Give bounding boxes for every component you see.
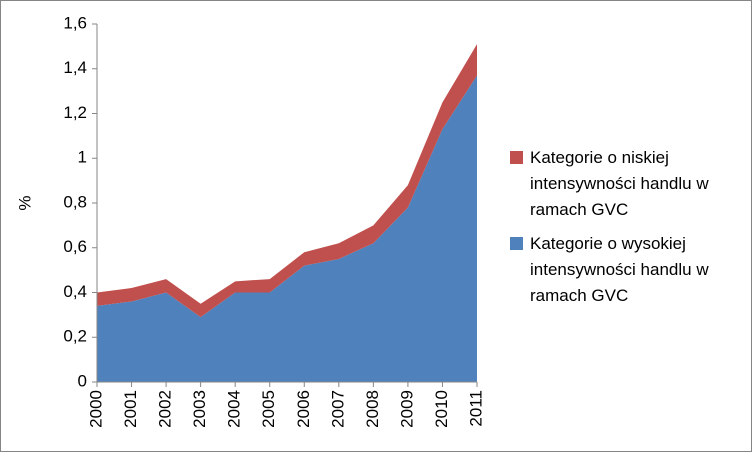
y-tick-label: 1,6 bbox=[63, 13, 87, 32]
legend-swatch bbox=[510, 237, 523, 250]
area bbox=[97, 44, 477, 318]
y-tick-label: 0,4 bbox=[63, 282, 87, 301]
x-tick-label: 2006 bbox=[294, 390, 313, 428]
y-tick-label: 0,8 bbox=[63, 192, 87, 211]
x-tick-label: 2008 bbox=[363, 390, 382, 428]
x-tick-label: 2011 bbox=[466, 390, 485, 427]
legend-label: Kategorie o niskiej intensywności handlu… bbox=[530, 148, 709, 219]
x-tick-label: 2000 bbox=[86, 390, 105, 428]
x-tick-label: 2001 bbox=[121, 390, 140, 428]
legend-label: Kategorie o wysokiej intensywności handl… bbox=[530, 234, 709, 305]
legend-item: Kategorie o niskiej intensywności handlu… bbox=[510, 145, 715, 223]
y-axis-label: % bbox=[15, 195, 34, 210]
x-tick-label: 2007 bbox=[328, 390, 347, 428]
legend-item: Kategorie o wysokiej intensywności handl… bbox=[510, 231, 715, 309]
x-tick-label: 2004 bbox=[225, 390, 244, 428]
x-tick-label: 2009 bbox=[397, 390, 416, 428]
y-tick-label: 1,4 bbox=[63, 58, 87, 77]
y-tick-label: 0,6 bbox=[63, 237, 87, 256]
y-tick-label: 1 bbox=[78, 148, 87, 167]
y-tick-label: 0 bbox=[78, 371, 87, 390]
x-tick-label: 2003 bbox=[190, 390, 209, 428]
x-tick-label: 2002 bbox=[156, 390, 175, 428]
area bbox=[97, 75, 477, 383]
x-tick-label: 2005 bbox=[259, 390, 278, 428]
x-tick-label: 2010 bbox=[432, 390, 451, 428]
legend-swatch bbox=[510, 151, 523, 164]
y-tick-label: 0,2 bbox=[63, 327, 87, 346]
y-tick-label: 1,2 bbox=[63, 103, 87, 122]
